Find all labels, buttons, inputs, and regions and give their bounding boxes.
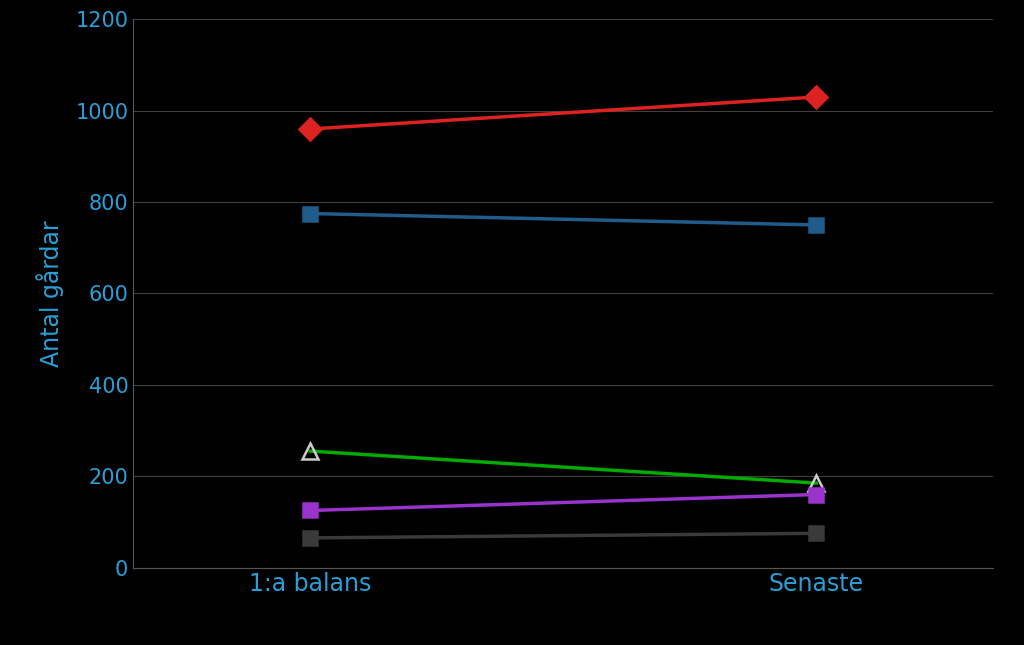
Y-axis label: Antal gårdar: Antal gårdar — [36, 220, 65, 367]
